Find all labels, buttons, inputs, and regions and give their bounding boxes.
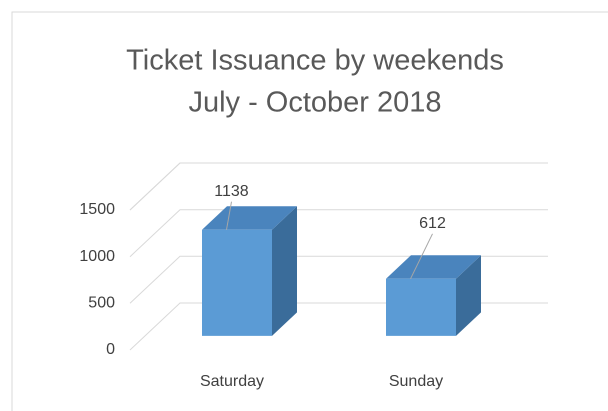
bar-top: [202, 206, 297, 230]
bar: [386, 278, 456, 336]
bar-side: [272, 206, 297, 336]
y-tick-label: 1000: [79, 248, 115, 265]
chart-frame: [11, 11, 608, 411]
chart-title: Ticket Issuance by weekends: [126, 45, 504, 77]
bar-top: [386, 255, 481, 279]
data-label: 612: [419, 215, 446, 232]
grid-line: [129, 209, 548, 258]
data-label: 1138: [214, 183, 249, 200]
chart-subtitle: July - October 2018: [188, 87, 441, 119]
y-tick-label: 1500: [79, 201, 115, 218]
leader-line: [410, 233, 433, 280]
leader-line: [226, 201, 232, 230]
x-tick-label: Sunday: [389, 373, 443, 390]
grid-line: [129, 162, 548, 211]
bar-side: [456, 255, 481, 336]
y-tick-label: 0: [106, 341, 115, 358]
bar: [202, 229, 272, 336]
x-tick-label: Saturday: [200, 373, 264, 390]
y-tick-label: 500: [88, 295, 115, 312]
